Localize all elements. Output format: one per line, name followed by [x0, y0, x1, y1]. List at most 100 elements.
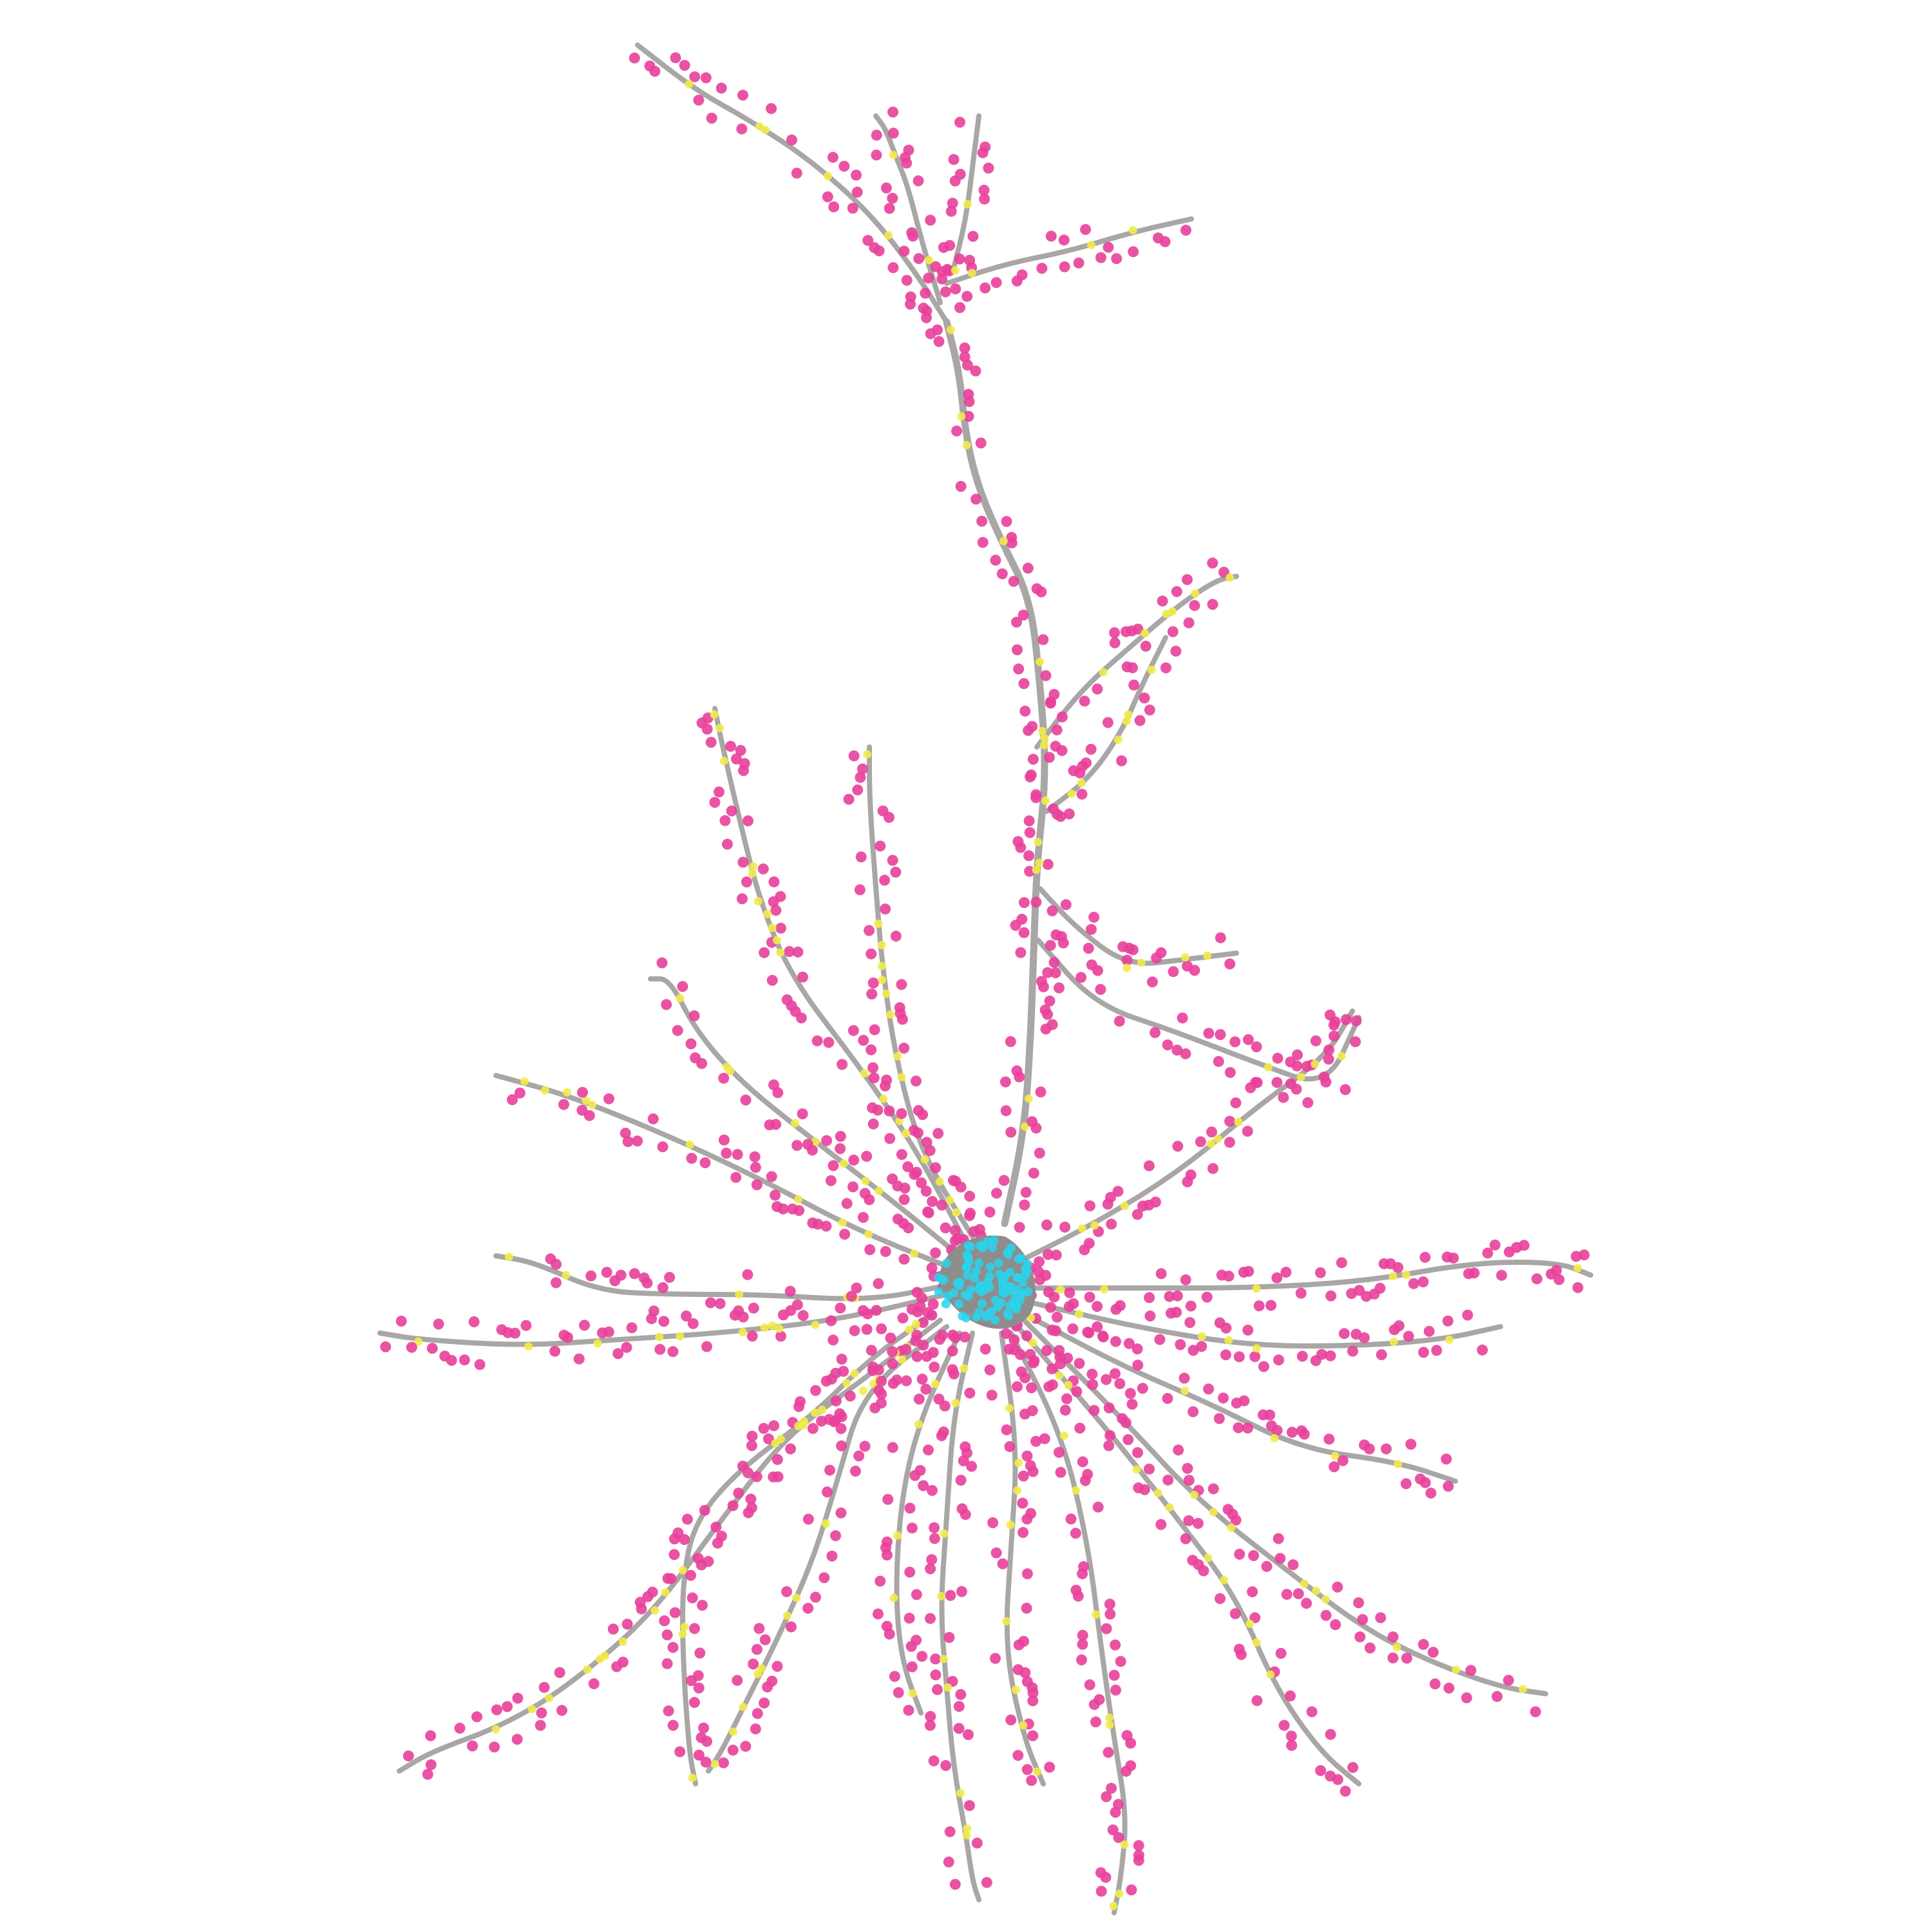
excitatory-synapse — [949, 1879, 961, 1890]
excitatory-synapse — [917, 1317, 929, 1329]
excitatory-synapse — [821, 1135, 833, 1146]
excitatory-synapse — [768, 1420, 780, 1432]
excitatory-synapse — [1218, 1392, 1229, 1404]
excitatory-synapse — [1120, 1417, 1132, 1428]
excitatory-synapse — [903, 1705, 914, 1716]
inhibitory-synapse — [882, 989, 891, 998]
excitatory-synapse — [1027, 1730, 1039, 1741]
excitatory-synapse — [1189, 965, 1200, 976]
excitatory-synapse — [912, 1306, 923, 1318]
excitatory-synapse — [1092, 1501, 1104, 1513]
inhibitory-synapse — [879, 1094, 888, 1103]
excitatory-synapse — [847, 202, 858, 214]
excitatory-synapse — [1023, 815, 1035, 827]
excitatory-synapse — [1076, 1654, 1087, 1665]
excitatory-synapse — [1140, 640, 1151, 652]
excitatory-synapse — [629, 1268, 640, 1280]
soma-synapse — [963, 1241, 973, 1251]
excitatory-synapse — [921, 1137, 933, 1148]
inhibitory-synapse — [1036, 658, 1045, 667]
excitatory-synapse — [958, 1455, 969, 1466]
excitatory-synapse — [887, 193, 898, 204]
excitatory-synapse — [514, 1087, 526, 1099]
excitatory-synapse — [512, 1692, 524, 1704]
excitatory-synapse — [1124, 1388, 1136, 1399]
excitatory-synapse — [836, 1440, 848, 1452]
excitatory-synapse — [1192, 1518, 1204, 1529]
excitatory-synapse — [784, 1285, 796, 1297]
excitatory-synapse — [887, 1346, 898, 1358]
excitatory-synapse — [1159, 236, 1171, 247]
excitatory-synapse — [894, 1002, 905, 1014]
inhibitory-synapse — [963, 1824, 972, 1833]
excitatory-synapse — [851, 1282, 862, 1294]
excitatory-synapse — [1125, 1738, 1137, 1749]
soma-synapse — [974, 1307, 984, 1317]
excitatory-synapse — [1400, 1478, 1412, 1490]
excitatory-synapse — [1171, 1290, 1183, 1302]
inhibitory-synapse — [1067, 790, 1076, 799]
excitatory-synapse — [828, 1160, 839, 1171]
excitatory-synapse — [681, 1311, 692, 1321]
excitatory-synapse — [1213, 1413, 1225, 1425]
inhibitory-synapse — [1189, 1490, 1198, 1499]
excitatory-synapse — [766, 103, 777, 115]
excitatory-synapse — [1323, 1045, 1334, 1056]
excitatory-synapse — [1059, 1222, 1071, 1233]
excitatory-synapse — [1315, 1765, 1327, 1776]
inhibitory-synapse — [763, 909, 772, 918]
excitatory-synapse — [1042, 1249, 1054, 1260]
excitatory-synapse — [1012, 1750, 1024, 1761]
excitatory-synapse — [685, 1038, 697, 1050]
soma-synapse — [988, 1243, 998, 1253]
inhibitory-synapse — [749, 862, 758, 871]
excitatory-synapse — [827, 151, 838, 163]
excitatory-synapse — [1208, 1483, 1219, 1495]
inhibitory-synapse — [1039, 741, 1048, 750]
excitatory-synapse — [950, 283, 961, 295]
excitatory-synapse — [892, 1213, 904, 1225]
excitatory-synapse — [1018, 927, 1030, 938]
excitatory-synapse — [1052, 1311, 1063, 1323]
excitatory-synapse — [739, 758, 750, 770]
excitatory-synapse — [770, 1189, 781, 1201]
inhibitory-synapse — [824, 171, 832, 180]
excitatory-synapse — [718, 1072, 730, 1084]
excitatory-synapse — [960, 1509, 971, 1520]
excitatory-synapse — [768, 1079, 779, 1091]
excitatory-synapse — [839, 1229, 851, 1240]
excitatory-synapse — [507, 1094, 518, 1106]
excitatory-synapse — [861, 1323, 873, 1335]
inhibitory-synapse — [877, 961, 886, 971]
excitatory-synapse — [1027, 1687, 1039, 1699]
excitatory-synapse — [585, 1270, 597, 1282]
excitatory-synapse — [824, 1464, 835, 1476]
inhibitory-synapse — [1252, 1344, 1261, 1353]
excitatory-synapse — [1233, 1422, 1244, 1434]
excitatory-synapse — [1110, 1368, 1121, 1379]
excitatory-synapse — [1103, 1747, 1114, 1758]
excitatory-synapse — [916, 1293, 927, 1303]
excitatory-synapse — [1083, 1327, 1095, 1339]
excitatory-synapse — [1080, 223, 1092, 235]
excitatory-synapse — [751, 1179, 762, 1191]
excitatory-synapse — [1048, 1291, 1060, 1303]
excitatory-synapse — [906, 1522, 918, 1534]
excitatory-synapse — [1206, 1126, 1217, 1138]
inhibitory-synapse — [739, 1702, 748, 1711]
excitatory-synapse — [940, 1760, 952, 1771]
excitatory-synapse — [1242, 1126, 1253, 1137]
excitatory-synapse — [859, 1188, 871, 1199]
excitatory-synapse — [573, 1353, 585, 1365]
excitatory-synapse — [918, 1480, 929, 1492]
excitatory-synapse — [1042, 967, 1054, 978]
excitatory-synapse — [1218, 567, 1229, 578]
inhibitory-synapse — [1019, 1721, 1028, 1730]
excitatory-synapse — [1162, 1039, 1173, 1050]
excitatory-synapse — [959, 351, 971, 363]
excitatory-synapse — [749, 1151, 761, 1162]
excitatory-synapse — [1332, 1774, 1343, 1785]
excitatory-synapse — [890, 931, 902, 942]
excitatory-synapse — [975, 437, 987, 449]
inhibitory-synapse — [945, 1196, 954, 1204]
